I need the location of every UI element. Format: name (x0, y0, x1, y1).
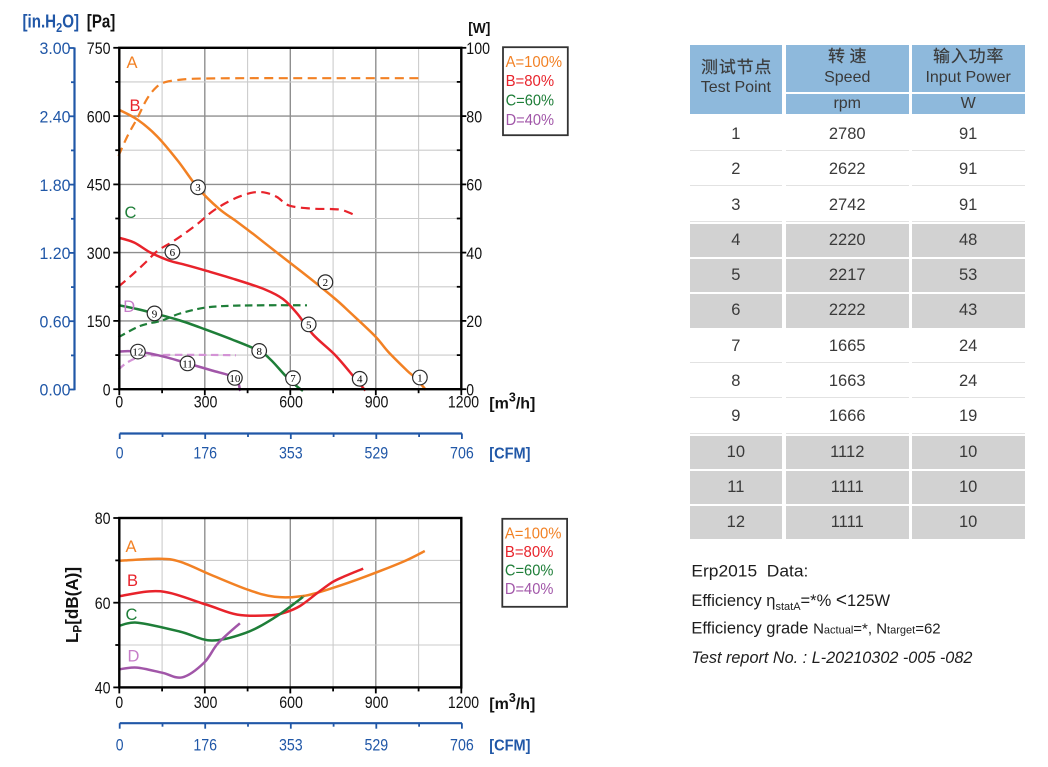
svg-text:706: 706 (450, 444, 474, 463)
svg-text:529: 529 (365, 735, 389, 754)
svg-text:B: B (127, 572, 138, 590)
svg-text:706: 706 (450, 735, 474, 754)
svg-text:B=80%: B=80% (505, 544, 554, 561)
svg-text:176: 176 (193, 444, 217, 463)
svg-text:300: 300 (194, 693, 218, 712)
svg-text:0: 0 (103, 380, 111, 399)
svg-text:5: 5 (306, 319, 312, 331)
svg-text:[CFM]: [CFM] (489, 446, 530, 463)
svg-text:12: 12 (132, 347, 143, 359)
svg-text:[W]: [W] (468, 20, 490, 37)
svg-text:1: 1 (417, 372, 423, 384)
svg-text:40: 40 (95, 679, 111, 698)
svg-text:300: 300 (194, 393, 218, 412)
svg-text:3.00: 3.00 (40, 39, 71, 58)
svg-text:10: 10 (229, 373, 241, 385)
svg-text:0.00: 0.00 (40, 381, 71, 400)
svg-text:0: 0 (116, 444, 124, 463)
svg-text:B=80%: B=80% (506, 73, 555, 90)
svg-text:B: B (130, 97, 141, 115)
svg-text:900: 900 (365, 693, 389, 712)
svg-text:80: 80 (466, 107, 482, 126)
svg-text:0: 0 (116, 735, 124, 754)
svg-text:LP[dB(A)]: LP[dB(A)] (62, 567, 85, 643)
svg-text:0.60: 0.60 (40, 312, 71, 331)
svg-text:Efficiency grade Nactual=*, Nt: Efficiency grade Nactual=*, Ntarget=62 (691, 620, 940, 638)
svg-text:60: 60 (95, 594, 111, 613)
svg-text:600: 600 (279, 693, 303, 712)
svg-text:C=60%: C=60% (506, 93, 555, 110)
svg-text:1.80: 1.80 (40, 176, 71, 195)
svg-text:353: 353 (279, 444, 303, 463)
svg-text:300: 300 (87, 244, 111, 263)
svg-text:0: 0 (115, 393, 123, 412)
svg-text:C=60%: C=60% (505, 563, 554, 580)
svg-text:450: 450 (87, 176, 111, 195)
svg-text:[CFM]: [CFM] (489, 737, 530, 754)
svg-text:529: 529 (365, 444, 389, 463)
svg-text:353: 353 (279, 735, 303, 754)
svg-text:600: 600 (279, 393, 303, 412)
svg-text:60: 60 (466, 176, 482, 195)
svg-text:8: 8 (256, 346, 262, 358)
svg-text:150: 150 (87, 312, 111, 331)
svg-text:6: 6 (170, 247, 176, 259)
svg-text:[m3/h]: [m3/h] (489, 691, 535, 713)
svg-text:0: 0 (466, 380, 474, 399)
svg-text:11: 11 (182, 358, 193, 370)
svg-text:1200: 1200 (448, 393, 479, 412)
svg-text:900: 900 (365, 393, 389, 412)
svg-text:7: 7 (290, 373, 296, 385)
svg-text:[m3/h]: [m3/h] (489, 391, 535, 413)
svg-text:Efficiency ηstatA=*% <125W: Efficiency ηstatA=*% <125W (691, 590, 890, 613)
svg-text:[Pa]: [Pa] (87, 12, 116, 32)
svg-text:9: 9 (152, 308, 158, 320)
svg-text:Erp2015 Data:: Erp2015 Data: (691, 563, 808, 581)
svg-text:[in.H2O]: [in.H2O] (23, 12, 80, 36)
svg-text:D: D (128, 648, 140, 666)
svg-text:C: C (126, 606, 138, 624)
svg-text:0: 0 (115, 693, 123, 712)
svg-text:C: C (125, 204, 137, 222)
svg-text:3: 3 (195, 182, 201, 194)
svg-text:1200: 1200 (448, 693, 479, 712)
svg-text:176: 176 (193, 735, 217, 754)
svg-text:D: D (123, 298, 135, 316)
svg-text:A: A (127, 54, 138, 72)
svg-text:40: 40 (466, 244, 482, 263)
svg-text:D=40%: D=40% (505, 581, 554, 598)
svg-text:80: 80 (95, 509, 111, 528)
svg-text:A=100%: A=100% (505, 526, 562, 543)
svg-text:A=100%: A=100% (506, 54, 563, 71)
svg-text:2.40: 2.40 (40, 108, 71, 127)
svg-text:20: 20 (466, 312, 482, 331)
svg-text:1.20: 1.20 (40, 244, 71, 263)
svg-text:4: 4 (357, 374, 363, 386)
svg-text:2: 2 (323, 277, 329, 289)
svg-text:D=40%: D=40% (506, 112, 555, 129)
svg-text:100: 100 (466, 39, 490, 58)
svg-text:A: A (126, 538, 137, 556)
svg-text:Test report No. : L-20210302 -: Test report No. : L-20210302 -005 -082 (691, 649, 972, 667)
svg-text:750: 750 (87, 39, 111, 58)
svg-text:600: 600 (87, 107, 111, 126)
